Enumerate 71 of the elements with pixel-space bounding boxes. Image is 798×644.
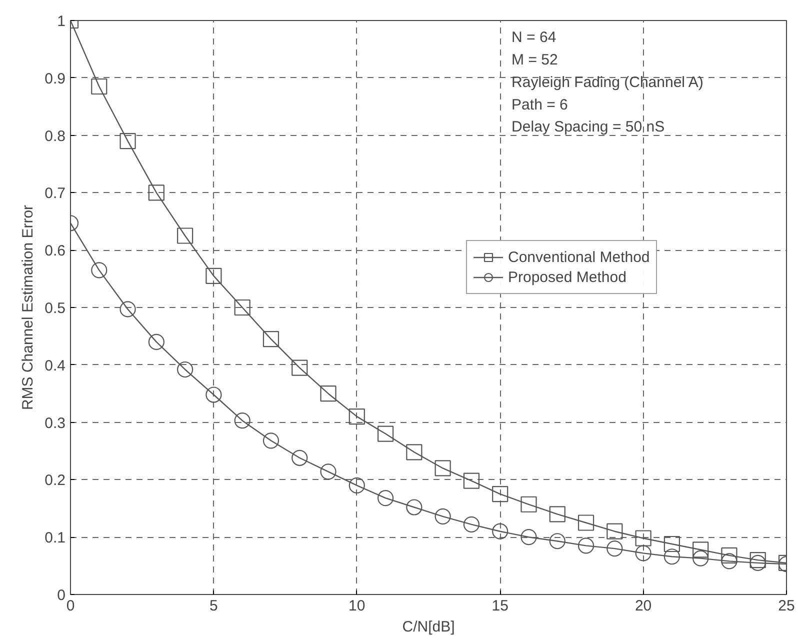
point	[120, 301, 136, 318]
annotation: Path = 6	[512, 96, 568, 114]
point	[206, 268, 222, 284]
point	[463, 516, 480, 533]
point	[148, 184, 164, 201]
point	[91, 262, 108, 278]
y-tick-label: 0.7	[44, 185, 66, 202]
point	[721, 547, 738, 564]
point	[549, 533, 566, 550]
y-axis-title: RMS Channel Estimation Error	[20, 204, 37, 410]
annotation: N = 64	[512, 29, 556, 46]
point	[492, 486, 508, 502]
legend-label: Proposed Method	[508, 268, 626, 286]
x-tick-label: 10	[348, 598, 366, 614]
y-tick-label: 0.1	[44, 530, 66, 547]
point	[664, 548, 680, 565]
point	[520, 496, 537, 512]
x-tick-label: 25	[778, 598, 795, 614]
point	[635, 545, 652, 562]
point	[606, 523, 623, 540]
point	[348, 408, 365, 425]
point	[348, 477, 365, 494]
point	[177, 361, 194, 378]
point	[406, 444, 422, 460]
x-tick-label: 15	[492, 598, 508, 614]
point	[434, 460, 451, 476]
y-tick-label: 0.5	[44, 300, 66, 317]
y-tick-label: 0.2	[44, 472, 66, 490]
y-tick-label: 1	[57, 13, 66, 30]
point	[578, 514, 594, 531]
point	[406, 499, 422, 516]
point	[549, 506, 566, 522]
point	[492, 523, 508, 540]
point	[434, 508, 451, 524]
point	[292, 450, 308, 466]
annotation: Delay Spacing = 50 nS	[512, 118, 665, 136]
point	[606, 540, 623, 557]
point	[177, 228, 194, 244]
x-tick-label: 20	[634, 598, 652, 614]
point	[234, 299, 250, 316]
point	[664, 536, 680, 552]
point	[692, 550, 709, 566]
point	[262, 331, 280, 348]
annotation: M = 52	[512, 51, 558, 68]
point	[320, 464, 336, 480]
point	[377, 490, 394, 506]
point	[377, 426, 394, 442]
point	[721, 553, 738, 570]
point	[692, 542, 709, 558]
y-tick-label: 0.6	[44, 242, 66, 260]
y-tick-label: 0.8	[44, 128, 66, 145]
y-tick-label: 0.3	[44, 414, 66, 432]
y-tick-label: 0.9	[44, 70, 66, 88]
point	[578, 538, 594, 554]
point	[520, 529, 537, 546]
point	[91, 78, 108, 95]
y-tick-label: 0	[57, 587, 66, 604]
point	[463, 472, 480, 489]
x-axis-title: C/N[dB]	[402, 618, 455, 636]
point	[262, 432, 280, 449]
point	[206, 386, 222, 403]
point	[292, 360, 308, 376]
annotation: Rayleigh Fading (Channel A)	[512, 74, 704, 91]
point	[234, 412, 250, 429]
y-tick-label: 0.4	[44, 357, 66, 374]
x-tick-label: 5	[210, 598, 218, 614]
legend-label: Conventional Method	[508, 248, 650, 266]
point	[120, 132, 136, 150]
point	[148, 334, 164, 350]
point	[320, 386, 336, 402]
point	[635, 530, 652, 546]
